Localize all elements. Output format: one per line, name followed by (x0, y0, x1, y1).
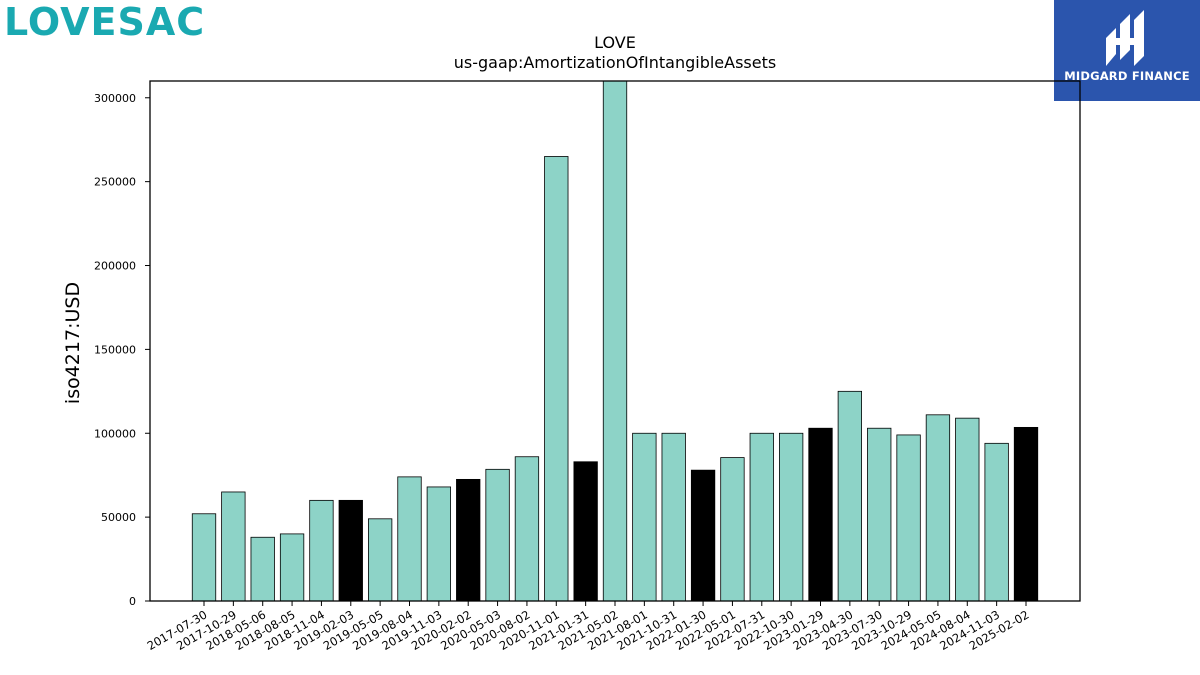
x-tick-label: 2020-02-02 (409, 607, 474, 653)
x-tick-label: 2020-05-03 (438, 607, 503, 653)
midgard-finance-logo: MIDGARD FINANCE (1054, 0, 1200, 101)
bar-2020-11-01 (544, 156, 569, 602)
bar-2020-02-02 (456, 478, 481, 602)
bar-2023-01-29 (808, 427, 833, 602)
y-tick-label: 150000 (94, 343, 136, 356)
bar-2021-10-31 (661, 432, 686, 602)
bar-2019-08-04 (397, 476, 422, 602)
bar-2024-05-05 (925, 414, 951, 602)
x-tick-label: 2024-08-04 (908, 607, 973, 653)
x-tick-label: 2019-08-04 (350, 607, 415, 653)
y-axis: 0 50000 100000 150000 200000 250000 300000 (94, 92, 150, 608)
midgard-mark-icon (1106, 10, 1144, 66)
x-tick-label: 2024-05-05 (879, 607, 944, 653)
bar-2023-10-29 (896, 434, 921, 602)
x-tick-label: 2023-01-29 (761, 607, 826, 653)
y-tick-label: 0 (129, 595, 136, 608)
bar-2023-07-30 (867, 427, 892, 602)
chart-subtitle: us-gaap:AmortizationOfIntangibleAssets (454, 53, 776, 72)
x-tick-label: 2025-02-02 (967, 607, 1032, 653)
bar-2025-02-02 (1013, 426, 1039, 602)
lovesac-logo: LOVESAC (4, 0, 206, 44)
x-tick-label: 2024-11-03 (937, 607, 1002, 653)
y-tick-label: 300000 (94, 92, 136, 105)
bar-2017-10-29 (221, 491, 246, 602)
x-tick-label: 2020-11-01 (497, 607, 562, 653)
y-tick-label: 50000 (101, 511, 136, 524)
x-axis: 2017-07-302017-10-292018-05-062018-08-05… (145, 601, 1032, 653)
x-tick-label: 2017-07-30 (145, 607, 210, 653)
y-tick-label: 100000 (94, 427, 136, 440)
bars-group (191, 80, 1039, 602)
bar-2018-05-06 (250, 536, 275, 602)
x-tick-label: 2021-05-02 (556, 607, 621, 653)
x-tick-label: 2018-08-05 (233, 607, 298, 653)
midgard-finance-text: MIDGARD FINANCE (1064, 69, 1190, 83)
bar-2018-08-05 (279, 533, 305, 602)
x-tick-label: 2018-05-06 (203, 607, 268, 653)
bar-2024-08-04 (955, 417, 980, 602)
bar-2019-05-05 (367, 518, 393, 602)
bar-2020-05-03 (485, 468, 510, 602)
x-tick-label: 2021-10-31 (614, 607, 679, 653)
bar-2021-08-01 (632, 432, 657, 602)
x-tick-label: 2022-10-30 (732, 607, 797, 653)
bar-2022-05-01 (720, 457, 745, 602)
y-tick-label: 200000 (94, 260, 136, 273)
chart-title: LOVE (594, 33, 636, 52)
y-tick-label: 250000 (94, 176, 136, 189)
x-tick-label: 2019-11-03 (379, 607, 444, 653)
bar-2019-11-03 (426, 486, 451, 602)
bar-2019-02-03 (338, 499, 363, 602)
bar-2021-01-31 (573, 461, 598, 602)
bar-2022-01-30 (690, 469, 716, 602)
x-tick-label: 2019-02-03 (291, 607, 356, 653)
bar-2024-11-03 (984, 442, 1009, 602)
x-tick-label: 2020-08-02 (468, 607, 533, 653)
bar-2020-08-02 (514, 456, 540, 602)
x-tick-label: 2017-10-29 (174, 607, 239, 653)
bar-2023-04-30 (837, 390, 862, 602)
bar-2022-10-30 (779, 432, 804, 602)
x-tick-label: 2023-04-30 (790, 607, 855, 653)
bar-2017-07-30 (191, 513, 217, 602)
bar-2021-05-02 (602, 80, 628, 602)
x-tick-label: 2019-05-05 (321, 607, 386, 653)
x-tick-label: 2023-07-30 (820, 607, 885, 653)
bar-2022-07-31 (749, 432, 774, 602)
x-tick-label: 2023-10-29 (849, 607, 914, 653)
bar-2018-11-04 (309, 499, 334, 602)
x-tick-label: 2022-01-30 (644, 607, 709, 653)
x-tick-label: 2022-05-01 (673, 607, 738, 653)
plot-frame (149, 80, 1081, 602)
x-tick-label: 2021-08-01 (585, 607, 650, 653)
x-tick-label: 2018-11-04 (262, 607, 327, 653)
y-axis-label: iso4217:USD (62, 282, 84, 404)
x-tick-label: 2021-01-31 (526, 607, 591, 653)
x-tick-label: 2022-07-31 (702, 607, 767, 653)
